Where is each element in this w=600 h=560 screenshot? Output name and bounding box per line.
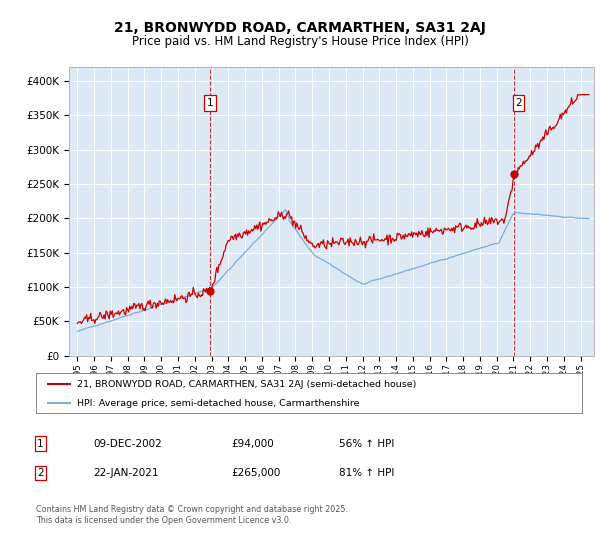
Text: 09-DEC-2002: 09-DEC-2002 xyxy=(93,438,162,449)
Text: £265,000: £265,000 xyxy=(231,468,280,478)
Text: 2: 2 xyxy=(515,98,522,108)
Text: Price paid vs. HM Land Registry's House Price Index (HPI): Price paid vs. HM Land Registry's House … xyxy=(131,35,469,48)
Text: 56% ↑ HPI: 56% ↑ HPI xyxy=(339,438,394,449)
Text: £94,000: £94,000 xyxy=(231,438,274,449)
Text: HPI: Average price, semi-detached house, Carmarthenshire: HPI: Average price, semi-detached house,… xyxy=(77,399,359,408)
Text: Contains HM Land Registry data © Crown copyright and database right 2025.
This d: Contains HM Land Registry data © Crown c… xyxy=(36,505,348,525)
Text: 21, BRONWYDD ROAD, CARMARTHEN, SA31 2AJ: 21, BRONWYDD ROAD, CARMARTHEN, SA31 2AJ xyxy=(114,21,486,35)
Text: 21, BRONWYDD ROAD, CARMARTHEN, SA31 2AJ (semi-detached house): 21, BRONWYDD ROAD, CARMARTHEN, SA31 2AJ … xyxy=(77,380,416,389)
Text: 22-JAN-2021: 22-JAN-2021 xyxy=(93,468,158,478)
Text: 2: 2 xyxy=(37,468,44,478)
Text: 81% ↑ HPI: 81% ↑ HPI xyxy=(339,468,394,478)
Text: 1: 1 xyxy=(207,98,214,108)
Text: 1: 1 xyxy=(37,438,44,449)
